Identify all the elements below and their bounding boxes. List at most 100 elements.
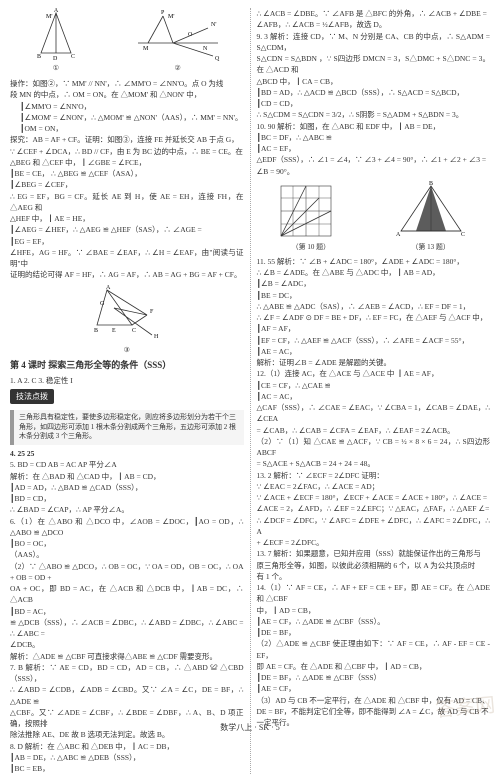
- text-line: ┃DE = BF，: [257, 627, 491, 638]
- right-column: ∴ ∠ACB = ∠DBE。∵ ∠AFB 是 △BFC 的外角，∴ ∠ACB +…: [257, 8, 491, 774]
- q12-block: 12.（1）连接 AC，在 △ACE 与 △ACE 中 ┃AE = AF， ┃C…: [257, 368, 491, 469]
- text-line: ┃∠B = ∠ADC，: [257, 278, 491, 289]
- text-line: ┃BE = CE， ∴ △BEG ≌ △CEF（ASA），: [10, 168, 244, 179]
- svg-text:B: B: [37, 54, 41, 60]
- text-line: ┃BC = DF，∴ △ABC ≌: [257, 132, 491, 143]
- text-line: ┃BO = OC，: [10, 538, 244, 549]
- text-line: 13. 2 解析：∵ ∠ECF = 2∠DFC 证明：: [257, 470, 491, 481]
- q11-block: 11. 55 解析：∵ ∠B + ∠ADC = 180°，∠ADE + ∠ADC…: [257, 256, 491, 369]
- svg-text:G: G: [100, 301, 105, 307]
- svg-text:B: B: [94, 328, 98, 334]
- text-line: ∴ △ABE ≌ △ADC（SAS），∴ ∠AEB = ∠ACD，∴ EF = …: [257, 301, 491, 312]
- svg-text:M': M': [168, 14, 174, 20]
- text-line: 12.（1）连接 AC，在 △ACE 与 △ACE 中 ┃AE = AF，: [257, 368, 491, 379]
- svg-text:N: N: [203, 46, 208, 52]
- text-line: 段 MN 的中点，∴ OM = ON。在 △MOM' 和 △NON' 中，: [10, 89, 244, 100]
- text-line: △BCD 中，┃CA = CB，: [257, 76, 491, 87]
- text-line: 即 AE = CF。在 △ADE 和 △CBF 中，┃AD = CB，: [257, 661, 491, 672]
- svg-text:C: C: [461, 232, 465, 238]
- text-line: ∴ ∠BAD = ∠CAP，∴ AP 平分∠A。: [10, 504, 244, 515]
- svg-text:P: P: [161, 10, 165, 16]
- figure-3: A F G B E C H ③: [92, 285, 162, 354]
- text-line: ∴ ∠ACB = ∠DBE。∵ ∠AFB 是 △BFC 的外角，∴ ∠ACB +…: [257, 8, 491, 19]
- figure-2: P M' O M N N' Q ②: [133, 8, 223, 72]
- text-line: ┃AD = AD，∴ △BAD ≌ △CAD（SSS），: [10, 482, 244, 493]
- q9-block: 9. 3 解析：连接 CD，∵ M、N 分别是 CA、CB 的中点，∴ S△AD…: [257, 31, 491, 121]
- text-line: ┃AF = AF，: [257, 323, 491, 334]
- text-line: ∴ EG = EF，BG = CF。延长 AE 到 H，使 AE = EH，连接…: [10, 191, 244, 214]
- text-line: S△CDN = S△BDN ，∵ S四边形 DMCN = 3，S△DMC + S…: [257, 53, 491, 76]
- text-line: 13. 7 解析：如果题意，已知并应用（SSS）就能保证作出的三角形与: [257, 548, 491, 559]
- text-line: ∵ ∠EAC = 2∠FAC，∴ ∠ACE = AD；: [257, 481, 491, 492]
- text-line: ┃EF = CF，∴ △AEF ≌ △ACF（SSS），∴ ∠AFE = ∠AC…: [257, 335, 491, 346]
- text-line: ∴ ∠ABD = ∠CDB，∠ADB = ∠CBD。又∵ ∠A = ∠C，DE …: [10, 684, 244, 707]
- text-line: ∠DCB。: [10, 639, 244, 650]
- q6-block: 6.（1）在 △ABO 和 △DCO 中，∠AOB = ∠DOC，┃AO = O…: [10, 516, 244, 775]
- text-line: = S△ACE + S△ACB = 24 + 24 = 48。: [257, 458, 491, 469]
- text-line: ∴ S△CDM = S△CDN = 3/2，∴ S阴影 = S△ADM + S△…: [257, 109, 491, 120]
- text-line: ┃DE = BF，∴ △ADE ≌ △CBF（SSS）: [257, 672, 491, 683]
- text-line: （2）∵ △ABO ≌ △DCO，∴ OB = OC，∵ OA = OD，OB …: [10, 561, 244, 584]
- text-line: ┃AE = CF，∴ △ADE ≌ △CBF（SSS）。: [257, 616, 491, 627]
- left-para1: 操作：如图②，∵ MM' // NN'，∴ ∠MM'O = ∠NN'O。点 O …: [10, 78, 244, 281]
- text-line: ∵ ∠ACE + ∠ECF = 180°，∠ECF + ∠ACE = ∠ACE …: [257, 492, 491, 503]
- text-line: 中，┃AD = CB，: [257, 605, 491, 616]
- fig2-label: ②: [133, 64, 223, 72]
- text-line: △BEG 和 △CEF 中，┃∠GBE = ∠FCE，: [10, 157, 244, 168]
- svg-text:A: A: [396, 232, 401, 238]
- svg-text:M: M: [143, 46, 149, 52]
- text-line: ∴ ∠B = ∠ADE。在 △ABE 与 △ADC 中，┃AB = AD，: [257, 267, 491, 278]
- text-line: （2）∵（1）知 △CAE ≌ △ACF，∵ CB = ½ × 8 × 6 = …: [257, 436, 491, 459]
- text-line: ∴ ∠F = ∠ADF ⊙ DF = BE + DF，∴ EF = FC，在 △…: [257, 312, 491, 323]
- text-line: 6.（1）在 △ABO 和 △DCO 中，∠AOB = ∠DOC，┃AO = O…: [10, 516, 244, 539]
- text-line: ≌ △DCB（SSS），∴ ∠ACB = ∠DBC，∴ ∠ABD = ∠DBC，…: [10, 617, 244, 640]
- text-line: + ∠ECF = 2∠DFC。: [257, 537, 491, 548]
- text-line: ┃OM = ON，: [10, 123, 244, 134]
- text-line: （2）△ADE ≌ △CBF 使正理由如下：∵ AF = CE，∴ AF - E…: [257, 638, 491, 661]
- figure-13: B A C （第 13 题）: [391, 181, 471, 252]
- text-line: （AAS）。: [10, 549, 244, 560]
- text-line: 5. BD = CD AB = AC AP 平分∠A: [10, 459, 244, 470]
- text-line: ∠AFB，∴ ∠ACB = ½∠AFB，故选 D。: [257, 19, 491, 30]
- left-column: A B D C M' ① P M' O M: [10, 8, 244, 774]
- text-line: ┃∠MOM' = ∠NON'，∴ △MOM' ≌ △NON'（AAS），∴ MM…: [10, 112, 244, 123]
- text-line: 解析：△ADE ≌ △CBF 可直接求得△ABE ≌ △CDF 需要变形。: [10, 651, 244, 662]
- text-line: △CAF（SSS），∴ ∠CAE = ∠EAC，∵ ∠CBA = 1，∠CAB …: [257, 402, 491, 425]
- text-line: ┃CE = CF，∴ △CAE ≌: [257, 380, 491, 391]
- text-line: 原三角形全等，如图，以彼此必须相隔的 6 个，以 A 为公共顶点时: [257, 560, 491, 571]
- fig13-label: （第 13 题）: [391, 242, 471, 252]
- tip-box: 三角形具有稳定性，要使多边形稳定化，则应将多边形划分为若干个三角形，如四边形可添…: [10, 410, 244, 445]
- q13-block: 13. 2 解析：∵ ∠ECF = 2∠DFC 证明： ∵ ∠EAC = 2∠F…: [257, 470, 491, 583]
- svg-text:B: B: [429, 181, 433, 187]
- text-line: ∠B = 90°。: [257, 166, 491, 177]
- svg-text:C: C: [132, 328, 136, 334]
- column-divider: [250, 8, 251, 774]
- svg-text:A: A: [106, 285, 111, 291]
- svg-text:N': N': [211, 22, 216, 28]
- svg-text:D: D: [53, 56, 58, 62]
- text-line: 10. 90 解析：如图，在 △ABC 和 EDF 中，┃AB = DE，: [257, 121, 491, 132]
- figure-1: A B D C M' ①: [31, 8, 81, 72]
- text-line: ┃AB = DE，∴ △ABC ≌ △DEB（SSS），: [10, 752, 244, 763]
- svg-text:F: F: [150, 309, 154, 315]
- text-line: 9. 3 解析：连接 CD，∵ M、N 分别是 CA、CB 的中点，∴ S△AD…: [257, 31, 491, 54]
- text-line: 解析：在 △BAD 和 △CAD 中，┃AB = CD，: [10, 471, 244, 482]
- text-line: ┃BD = CD，: [10, 493, 244, 504]
- tip-badge: 技法点拨: [10, 389, 54, 404]
- svg-text:Q: Q: [215, 56, 220, 62]
- svg-text:A: A: [54, 8, 59, 14]
- text-line: ┃∠BEG = ∠CEF，: [10, 179, 244, 190]
- svg-text:O: O: [188, 32, 193, 38]
- text-line: ┃EG = EF，: [10, 236, 244, 247]
- text-line: 探究：AB = AF + CF。证明：如图③，连接 FE 并延长交 AB 于点 …: [10, 134, 244, 145]
- text-line: ┃BD = AD，∴ △ACD ≌ △BCD（SSS），∴ S△ACD = S△…: [257, 87, 491, 98]
- watermark: 答案网: [434, 688, 496, 722]
- text-line: ┃BE = DC，: [257, 290, 491, 301]
- text-line: ┃AC = AC，: [257, 391, 491, 402]
- text-line: 证明的结论可得 AF = HF，∴ AG = AF，∴ AB = AG + BG…: [10, 269, 244, 280]
- q5-block: 5. BD = CD AB = AC AP 平分∠A 解析：在 △BAD 和 △…: [10, 459, 244, 515]
- q10-block: 10. 90 解析：如图，在 △ABC 和 EDF 中，┃AB = DE， ┃B…: [257, 121, 491, 177]
- svg-text:E: E: [112, 328, 116, 334]
- text-line: 7. B 解析：∵ AE = CD，BD = CD，AD = CB，∴ △ABD…: [10, 662, 244, 685]
- q1: 1. A 2. C 3. 稳定性 I: [10, 375, 244, 386]
